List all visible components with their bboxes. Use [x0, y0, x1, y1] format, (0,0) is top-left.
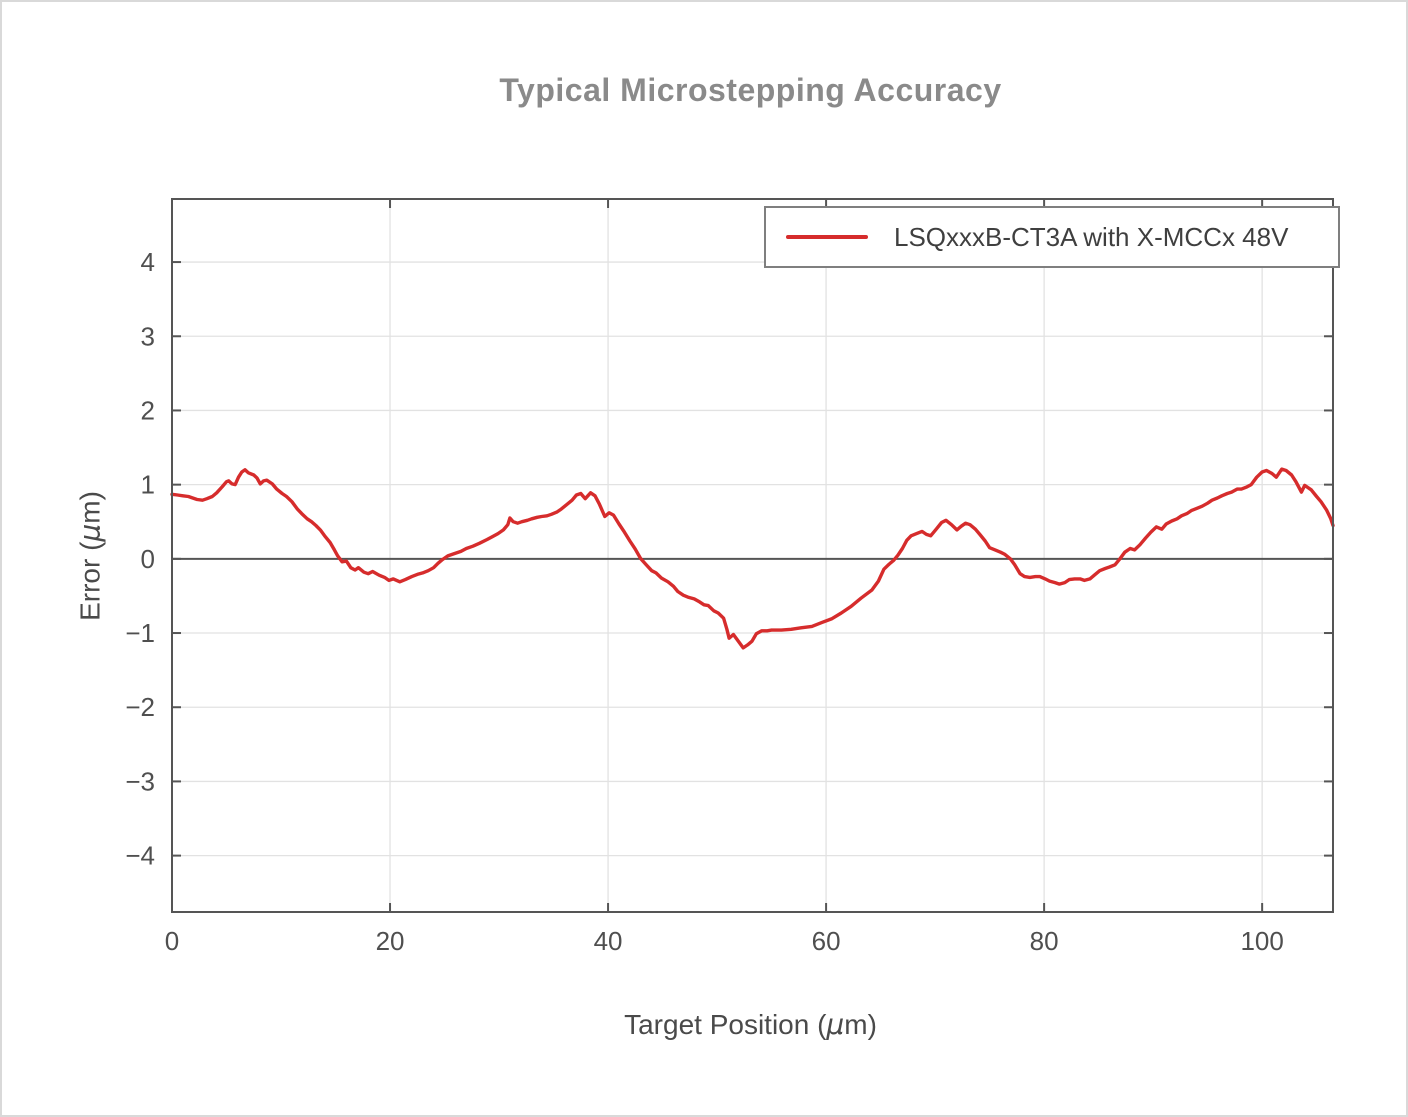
x-axis-label: Target Position (μm)	[170, 1008, 1331, 1041]
y-axis-label-pre: Error (	[74, 541, 106, 621]
x-tick-label: 40	[594, 926, 623, 956]
y-tick-label: 2	[141, 395, 155, 425]
y-axis-label-post: m)	[74, 491, 106, 524]
y-tick-label: −4	[125, 841, 155, 871]
x-axis-label-post: m)	[844, 1009, 877, 1040]
y-tick-label: −2	[125, 692, 155, 722]
legend-label: LSQxxxB-CT3A with X-MCCx 48V	[894, 221, 1289, 252]
axis-frame	[171, 198, 1334, 913]
series-line	[170, 467, 1335, 650]
x-tick-label: 80	[1030, 926, 1059, 956]
legend-box: LSQxxxB-CT3A with X-MCCx 48V	[764, 206, 1340, 268]
y-tick-label: 1	[141, 470, 155, 500]
y-tick-label: 3	[141, 321, 155, 351]
x-axis-label-pre: Target Position (	[624, 1009, 827, 1040]
y-tick-label: −3	[125, 766, 155, 796]
y-tick-label: 4	[141, 247, 155, 277]
y-axis-label: Error (μm)	[74, 491, 107, 621]
legend-line-sample	[786, 235, 868, 239]
x-tick-label: 100	[1240, 926, 1283, 956]
y-tick-label: 0	[141, 544, 155, 574]
x-tick-label: 20	[376, 926, 405, 956]
y-tick-label: −1	[125, 618, 155, 648]
x-tick-label: 0	[165, 926, 179, 956]
mu-symbol: μ	[73, 523, 107, 542]
chart-title: Typical Microstepping Accuracy	[499, 72, 1002, 108]
x-tick-label: 60	[812, 926, 841, 956]
mu-symbol: μ	[826, 1008, 845, 1041]
